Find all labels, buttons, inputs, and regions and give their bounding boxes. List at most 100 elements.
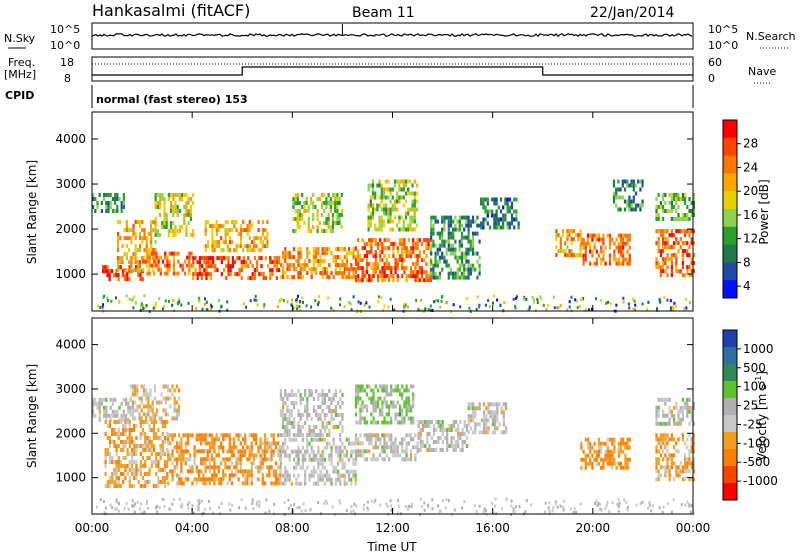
power-cell <box>673 241 676 246</box>
velocity-cell <box>337 477 340 482</box>
power-cell <box>445 247 448 252</box>
power-cell <box>670 273 673 278</box>
velocity-cell <box>156 504 159 508</box>
power-cell <box>632 297 635 301</box>
velocity-cell <box>279 409 282 413</box>
power-cell <box>385 187 388 192</box>
velocity-cell <box>679 409 682 414</box>
velocity-cell <box>217 481 220 486</box>
velocity-cell <box>148 456 151 460</box>
power-cell <box>315 251 318 256</box>
velocity-cell <box>264 511 267 515</box>
velocity-cell <box>361 400 364 405</box>
velocity-cell <box>282 397 285 401</box>
velocity-cell <box>372 408 375 413</box>
velocity-cell <box>299 413 302 417</box>
velocity-cell <box>135 452 138 456</box>
velocity-cell <box>268 445 271 450</box>
power-cell <box>170 193 173 197</box>
power-cell <box>447 235 450 240</box>
cpid-text: normal (fast stereo) 153 <box>96 93 248 106</box>
power-cell <box>321 259 324 264</box>
power-cell <box>493 294 496 298</box>
power-cell <box>403 250 406 255</box>
power-cell <box>218 256 221 261</box>
power-cell <box>387 254 391 259</box>
power-cell <box>690 261 693 266</box>
power-cell <box>617 207 620 212</box>
velocity-cell <box>150 464 153 468</box>
velocity-cell <box>182 481 185 486</box>
power-cell <box>368 238 371 243</box>
velocity-cell <box>354 384 358 389</box>
velocity-cell <box>664 401 667 406</box>
power-cell <box>132 252 135 257</box>
velocity-cell <box>319 469 322 474</box>
power-cell <box>413 179 416 184</box>
power-cell <box>514 305 516 309</box>
power-cell <box>662 249 665 254</box>
power-cell <box>132 228 135 233</box>
power-cell <box>570 241 573 246</box>
velocity-cell <box>310 429 313 433</box>
velocity-cell <box>328 453 331 458</box>
velocity-cell <box>184 449 187 454</box>
power-cell <box>159 267 162 272</box>
velocity-cell <box>666 421 669 426</box>
velocity-cell <box>602 441 605 446</box>
velocity-cell <box>670 413 673 418</box>
velocity-cell <box>297 433 300 437</box>
velocity-cell <box>196 499 199 503</box>
velocity-cell <box>301 413 304 417</box>
power-cell <box>409 191 412 196</box>
velocity-cell <box>211 453 214 458</box>
velocity-cell <box>339 457 342 462</box>
power-cell <box>312 267 315 272</box>
velocity-cell <box>326 477 329 482</box>
power-cell <box>476 215 479 220</box>
power-cell <box>124 273 127 278</box>
power-cell <box>139 244 142 249</box>
power-cell <box>675 265 678 270</box>
power-cell <box>679 197 682 201</box>
velocity-cell <box>359 420 362 425</box>
power-cell <box>260 272 263 277</box>
velocity-cell <box>684 457 687 462</box>
power-cell <box>379 258 382 263</box>
velocity-cell <box>602 461 605 466</box>
velocity-cell <box>383 420 386 425</box>
velocity-cell <box>279 445 282 450</box>
power-cell <box>427 242 430 247</box>
power-cell <box>443 255 446 260</box>
power-cell <box>657 245 660 250</box>
velocity-cell <box>106 448 109 452</box>
power-cell <box>378 179 381 184</box>
velocity-cell <box>677 437 680 442</box>
velocity-cell <box>237 437 240 442</box>
power-cell <box>425 262 428 267</box>
power-cell <box>150 240 153 245</box>
power-cell <box>301 263 304 268</box>
velocity-cell <box>426 440 429 444</box>
power-cell <box>237 232 240 237</box>
colorbar-segment <box>723 466 737 484</box>
velocity-cell <box>144 484 147 488</box>
power-cell <box>478 223 481 228</box>
velocity-cell <box>230 473 234 478</box>
velocity-cell <box>655 449 658 454</box>
velocity-cell <box>178 449 181 454</box>
power-cell <box>209 303 212 307</box>
velocity-cell <box>131 504 134 508</box>
power-cell <box>416 262 419 267</box>
power-cell <box>183 259 187 264</box>
power-cell <box>436 247 439 252</box>
power-cell <box>454 247 457 252</box>
power-cell <box>460 235 464 240</box>
power-cell <box>352 255 355 260</box>
velocity-cell <box>679 461 682 466</box>
velocity-cell <box>334 477 337 482</box>
power-cell <box>374 223 377 228</box>
power-cell <box>463 235 466 240</box>
velocity-cell <box>589 461 592 466</box>
velocity-cell <box>430 448 433 452</box>
